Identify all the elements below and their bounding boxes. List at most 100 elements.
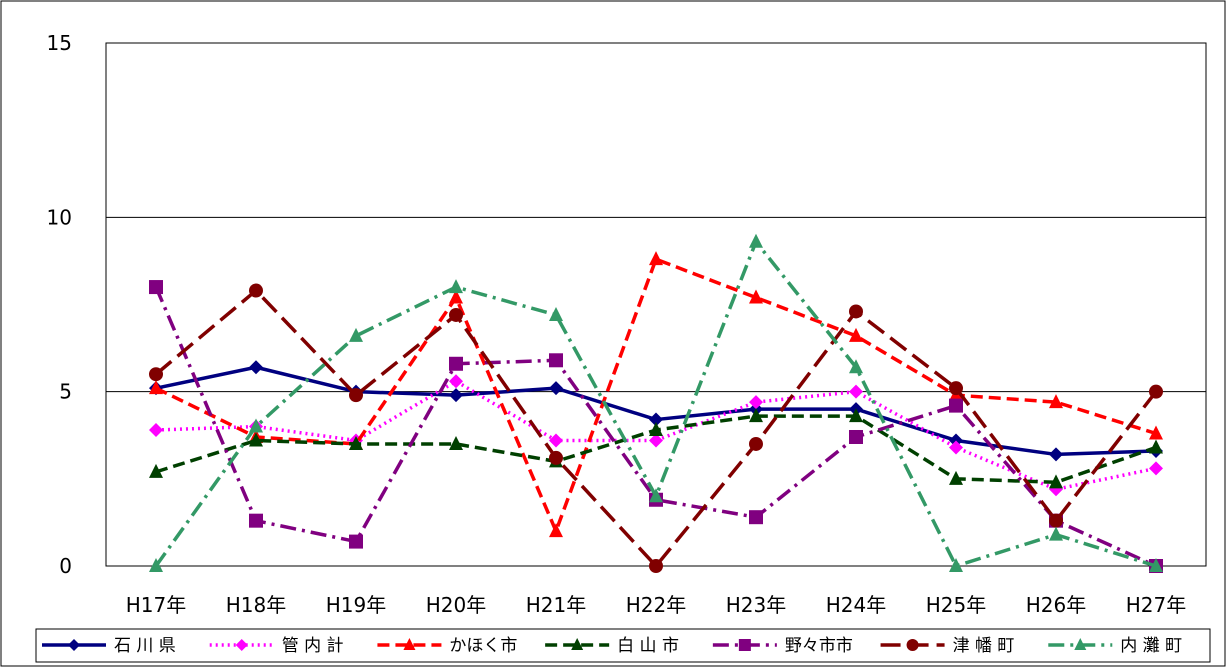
- y-axis-tick-labels: 0 5 10 15: [47, 31, 72, 578]
- data-point: [849, 384, 863, 399]
- legend-entry: 管 内 計: [209, 636, 344, 656]
- data-point: [349, 534, 363, 549]
- data-point: [849, 408, 863, 423]
- data-point: [849, 429, 863, 444]
- legend-marker: [738, 639, 751, 651]
- data-point: [149, 367, 163, 382]
- x-tick-label: H24年: [826, 593, 887, 617]
- data-point: [149, 463, 163, 478]
- data-point: [1049, 474, 1063, 489]
- data-point: [349, 435, 363, 450]
- data-point: [949, 398, 963, 413]
- data-point: [249, 513, 263, 528]
- x-tick-label: H23年: [726, 593, 787, 617]
- legend-marker: [906, 639, 919, 651]
- legend-entry: 石 川 県: [42, 636, 176, 656]
- series-line: [154, 286, 1157, 568]
- x-tick-label: H25年: [926, 593, 987, 617]
- legend-label: かほく市: [449, 636, 517, 656]
- data-point: [549, 450, 563, 465]
- data-point: [649, 559, 663, 573]
- data-point: [249, 283, 263, 298]
- legend-label: 石 川 県: [114, 636, 176, 656]
- y-tick-label: 10: [47, 205, 72, 229]
- data-point: [449, 374, 463, 389]
- data-point: [1049, 513, 1063, 528]
- data-point: [549, 523, 563, 538]
- legend-entry: 野々市市: [712, 636, 853, 656]
- data-point: [1049, 526, 1063, 541]
- data-point: [1149, 461, 1163, 476]
- data-point: [749, 289, 763, 304]
- data-point: [449, 435, 463, 450]
- data-point: [949, 381, 963, 396]
- data-point: [549, 306, 563, 321]
- data-point: [749, 395, 763, 410]
- data-point: [649, 488, 663, 503]
- data-point: [949, 558, 963, 572]
- legend-marker: [68, 639, 80, 651]
- data-point: [249, 360, 263, 375]
- data-point: [1049, 447, 1063, 462]
- x-tick-label: H19年: [326, 593, 387, 617]
- x-tick-label: H18年: [226, 593, 287, 617]
- legend-entry: かほく市: [377, 636, 517, 656]
- legend-entry: 内 灘 町: [1048, 636, 1182, 656]
- data-point: [749, 436, 763, 451]
- data-point: [649, 422, 663, 437]
- gridlines: [106, 216, 1206, 393]
- data-point: [149, 558, 163, 572]
- data-point: [1149, 439, 1163, 454]
- y-tick-label: 5: [59, 380, 72, 404]
- data-point: [1149, 558, 1163, 572]
- legend-entry: 白 山 市: [545, 636, 679, 656]
- legend-label: 野々市市: [785, 636, 853, 656]
- data-point: [549, 381, 563, 396]
- data-point: [449, 289, 463, 304]
- legend-marker: [235, 639, 248, 651]
- data-point: [649, 251, 663, 266]
- data-point: [449, 388, 463, 403]
- x-tick-label: H20年: [426, 593, 487, 617]
- data-point: [949, 470, 963, 485]
- legend-label: 管 内 計: [282, 636, 344, 656]
- data-point: [849, 304, 863, 319]
- data-point: [149, 380, 163, 395]
- series-line: [155, 257, 1157, 533]
- data-point: [849, 327, 863, 342]
- legend: 石 川 県 管 内 計 かほく市 白 山 市 野々市市 津 幡 町 内 灘 町: [35, 628, 1211, 663]
- data-point: [249, 432, 263, 447]
- data-point: [149, 423, 163, 438]
- data-point: [449, 279, 463, 294]
- data-point: [749, 510, 763, 525]
- data-point: [349, 388, 363, 403]
- data-point: [749, 408, 763, 423]
- data-point: [549, 353, 563, 368]
- data-point: [749, 233, 763, 248]
- data-point: [1149, 425, 1163, 440]
- data-point: [849, 359, 863, 374]
- data-point: [1049, 394, 1063, 409]
- data-point: [649, 412, 663, 427]
- legend-marker: [571, 638, 584, 650]
- series-line: [154, 288, 1158, 568]
- series-lines: [149, 233, 1163, 573]
- x-tick-label: H21年: [526, 593, 587, 617]
- y-tick-label: 15: [47, 31, 72, 55]
- x-tick-label: H27年: [1126, 593, 1187, 617]
- data-point: [249, 418, 263, 433]
- legend-marker: [403, 638, 416, 650]
- legend-label: 白 山 市: [617, 636, 679, 656]
- legend-marker: [1074, 638, 1087, 650]
- legend-label: 津 幡 町: [953, 636, 1015, 656]
- data-point: [549, 433, 563, 448]
- legend-entry: 津 幡 町: [880, 636, 1015, 656]
- series-7: [149, 233, 1163, 572]
- legend-box: [35, 628, 1211, 663]
- legend-label: 内 灘 町: [1120, 636, 1182, 656]
- series-6: [149, 283, 1163, 573]
- y-tick-label: 0: [59, 554, 72, 578]
- data-point: [649, 433, 663, 448]
